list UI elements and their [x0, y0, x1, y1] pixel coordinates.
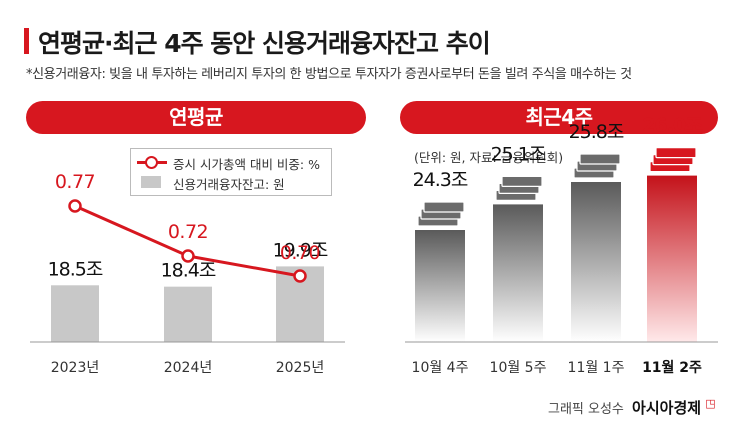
- unit-note: (단위: 원, 자료: 금융위원회): [414, 150, 564, 165]
- brand-logo-icon: ◳: [705, 397, 716, 410]
- money-stack-icon: [655, 147, 697, 159]
- ratio-label: 0.77: [55, 171, 95, 193]
- money-stack-icon: [579, 153, 621, 165]
- annual-category-label: 2025년: [276, 360, 325, 376]
- annual-bar-label: 18.5조: [48, 258, 103, 280]
- title-accent-bar: [24, 28, 29, 54]
- weekly-bar-label: 24.3조: [413, 169, 468, 191]
- credit-designer: 그래픽 오성수: [548, 402, 624, 417]
- legend-ratio-label: 증시 시가총액 대비 비중: %: [173, 157, 320, 172]
- weekly-bar: [571, 182, 621, 342]
- weekly-bar: [493, 204, 543, 342]
- credit-brand: 아시아경제: [632, 399, 702, 417]
- annual-bar: [164, 286, 212, 342]
- annual-bar-label: 19.9조: [273, 239, 328, 261]
- weekly-category-label: 11월 1주: [568, 360, 625, 376]
- ratio-label: 0.70: [280, 242, 320, 264]
- legend-dot-swatch: [145, 156, 158, 169]
- credit: 그래픽 오성수 아시아경제 ◳: [548, 397, 716, 418]
- ratio-point: [293, 269, 307, 283]
- weekly-chart-title: 최근4주: [400, 101, 718, 134]
- weekly-category-label: 10월 5주: [490, 360, 547, 376]
- page-title: 연평균·최근 4주 동안 신용거래융자잔고 추이: [38, 29, 491, 58]
- legend: 증시 시가총액 대비 비중: % 신용거래융자잔고: 원: [130, 148, 332, 196]
- legend-balance-label: 신용거래융자잔고: 원: [173, 177, 285, 192]
- annual-chart-title: 연평균: [26, 101, 366, 134]
- weekly-category-label: 11월 2주: [642, 359, 702, 376]
- money-stack-icon: [501, 175, 543, 187]
- weekly-category-label: 10월 4주: [412, 360, 469, 376]
- weekly-bar-label: 26.0조: [642, 115, 702, 137]
- subtitle: *신용거래융자: 빚을 내 투자하는 레버리지 투자의 한 방법으로 투자자가 …: [26, 67, 632, 82]
- weekly-bar: [415, 230, 465, 342]
- weekly-bar-label: 25.1조: [491, 143, 546, 165]
- ratio-point: [181, 249, 195, 263]
- ratio-label: 0.72: [168, 221, 208, 243]
- ratio-point: [68, 199, 82, 213]
- weekly-bar-label: 25.8조: [569, 121, 624, 143]
- annual-category-label: 2023년: [51, 360, 100, 376]
- money-stack-icon: [423, 201, 465, 213]
- annual-bar: [51, 285, 99, 342]
- annual-bar-label: 18.4조: [161, 260, 216, 282]
- annual-category-label: 2024년: [164, 360, 213, 376]
- weekly-bar: [647, 175, 697, 342]
- legend-bar-swatch: [141, 176, 161, 188]
